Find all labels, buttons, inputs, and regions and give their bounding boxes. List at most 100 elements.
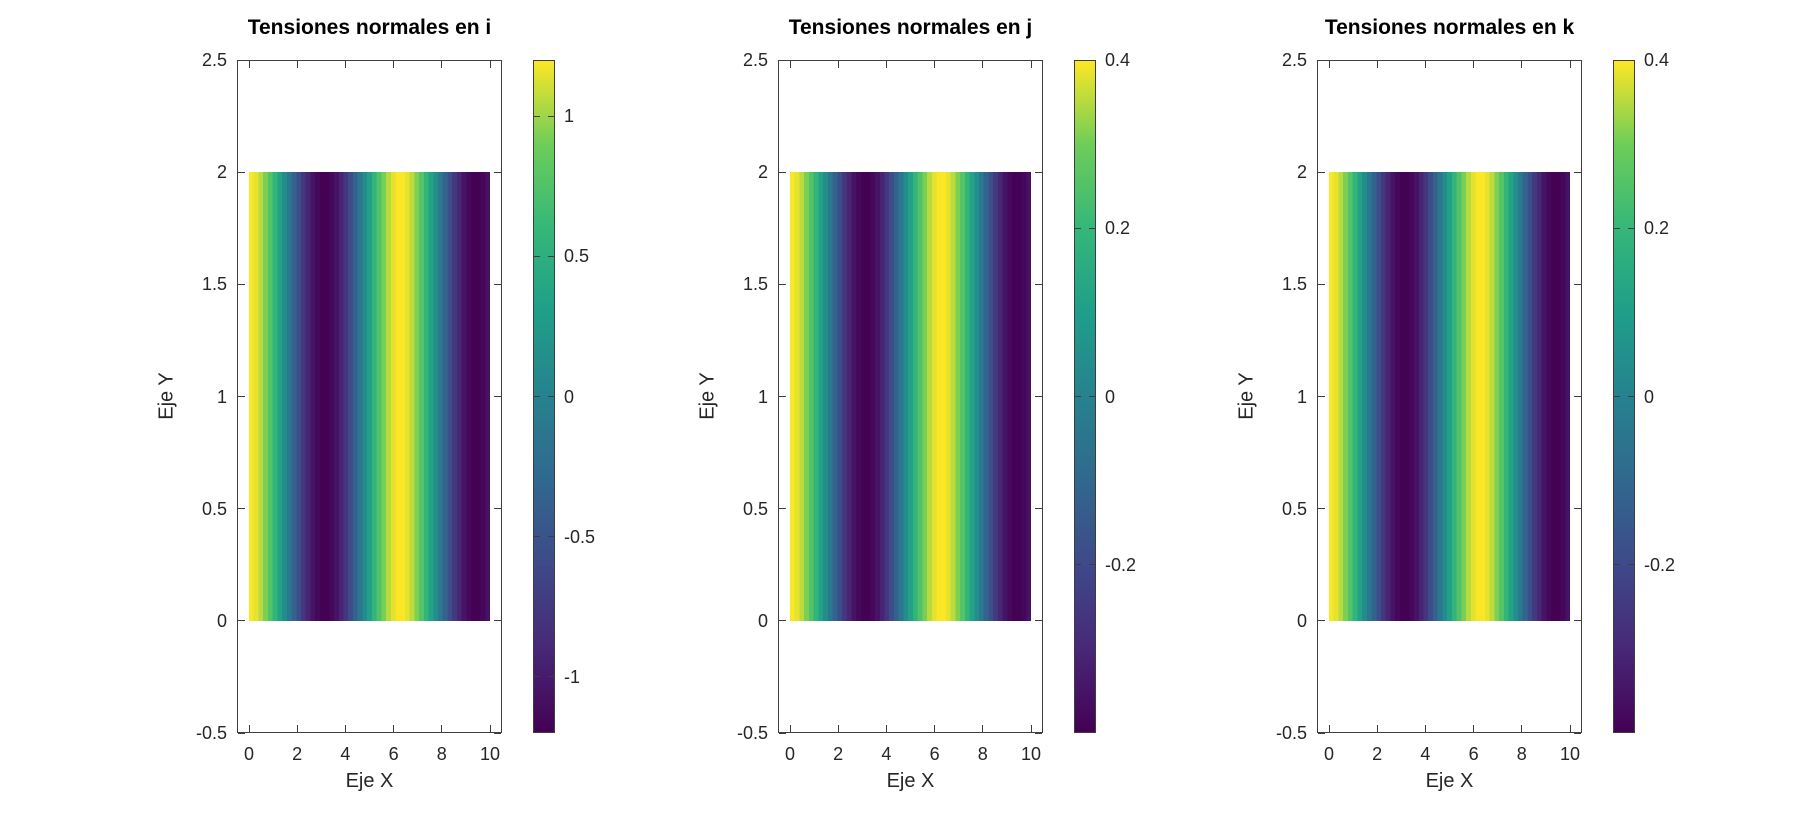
colorbar-tick-mark: [548, 115, 554, 117]
x-tick-label: 2: [1372, 744, 1383, 764]
y-tick-mark: [494, 59, 501, 61]
colorbar-tick-label: 0.2: [1644, 218, 1670, 239]
y-tick-mark: [1035, 508, 1042, 510]
y-tick-label: 1.5: [201, 274, 227, 295]
x-tick-mark: [248, 61, 250, 68]
y-tick-mark: [1318, 171, 1325, 173]
x-tick-mark: [1328, 61, 1330, 68]
colorbar-tick-label: 1: [564, 106, 575, 127]
heatmap-image: [1329, 172, 1570, 621]
y-tick-mark: [494, 508, 501, 510]
x-axis-label: Eje X: [886, 770, 935, 792]
x-tick-label: 0: [784, 744, 795, 764]
y-tick-mark: [1318, 732, 1325, 734]
colorbar-tick-mark: [1075, 59, 1081, 61]
y-tick-mark: [779, 620, 786, 622]
y-tick-mark: [779, 396, 786, 397]
y-tick-label: -0.5: [736, 723, 768, 743]
x-tick-mark: [1328, 725, 1330, 732]
colorbar-tick-mark: [1089, 227, 1095, 229]
colorbar-tick-label: 0.4: [1644, 50, 1670, 70]
y-tick-mark: [779, 59, 786, 61]
x-tick-label: 10: [479, 744, 501, 764]
x-tick-mark: [296, 725, 298, 732]
x-tick-mark: [344, 725, 346, 732]
y-tick-mark: [1035, 59, 1042, 61]
y-tick-mark: [1574, 396, 1581, 397]
x-tick-label: 8: [1516, 744, 1527, 764]
x-tick-label: 6: [1468, 744, 1479, 764]
x-tick-mark: [1521, 725, 1523, 732]
axes-box: [237, 60, 502, 733]
colorbar-tick-mark: [1614, 564, 1620, 566]
colorbar-tick-label: 0.2: [1105, 218, 1131, 239]
y-tick-mark: [238, 620, 245, 622]
x-tick-mark: [393, 725, 395, 732]
y-tick-mark: [1574, 620, 1581, 622]
y-tick-label: 2.5: [1281, 50, 1307, 70]
x-tick-label: 2: [292, 744, 303, 764]
x-tick-mark: [441, 725, 443, 732]
y-tick-mark: [494, 396, 501, 397]
colorbar-tick-mark: [1075, 564, 1081, 566]
colorbar-tick-mark: [534, 115, 540, 117]
x-axis-label: Eje X: [1425, 770, 1474, 792]
colorbar-tick-label: 0: [1644, 386, 1655, 407]
y-tick-mark: [1035, 283, 1042, 285]
x-tick-mark: [489, 725, 491, 732]
x-tick-label: 4: [340, 744, 351, 764]
x-tick-label: 4: [881, 744, 892, 764]
y-tick-mark: [1318, 283, 1325, 285]
y-tick-mark: [779, 508, 786, 510]
y-tick-mark: [1035, 620, 1042, 622]
y-tick-mark: [238, 171, 245, 173]
x-tick-mark: [344, 61, 346, 68]
y-tick-label: 0.5: [201, 498, 227, 519]
x-tick-mark: [885, 725, 887, 732]
axes-box: [778, 60, 1043, 733]
colorbar-tick-label: -1: [564, 666, 581, 687]
y-tick-label: 0: [1296, 610, 1307, 631]
y-tick-mark: [1574, 732, 1581, 734]
y-tick-mark: [1035, 171, 1042, 173]
y-tick-label: -0.5: [195, 723, 227, 743]
x-tick-label: 10: [1559, 744, 1581, 764]
colorbar-tick-label: -0.2: [1644, 554, 1676, 575]
x-tick-mark: [1424, 725, 1426, 732]
x-tick-mark: [1521, 61, 1523, 68]
x-tick-mark: [1424, 61, 1426, 68]
x-tick-mark: [489, 61, 491, 68]
colorbar: [533, 60, 555, 733]
x-tick-mark: [934, 61, 936, 68]
colorbar-tick-mark: [534, 536, 540, 538]
y-tick-label: 2.5: [742, 50, 768, 70]
y-tick-mark: [238, 508, 245, 510]
y-tick-mark: [494, 732, 501, 734]
x-tick-mark: [248, 725, 250, 732]
y-tick-mark: [779, 732, 786, 734]
y-tick-label: 1: [1296, 386, 1307, 407]
x-tick-mark: [393, 61, 395, 68]
colorbar-tick-mark: [534, 396, 540, 397]
x-tick-mark: [1376, 725, 1378, 732]
colorbar-tick-mark: [1089, 564, 1095, 566]
y-tick-mark: [238, 396, 245, 397]
x-tick-mark: [837, 725, 839, 732]
colorbar-tick-mark: [1628, 396, 1634, 397]
colorbar-tick-mark: [1614, 227, 1620, 229]
x-tick-mark: [441, 61, 443, 68]
y-tick-mark: [1318, 396, 1325, 397]
x-tick-mark: [1473, 61, 1475, 68]
colorbar-tick-label: 0: [1105, 386, 1116, 407]
colorbar-tick-mark: [1614, 396, 1620, 397]
x-tick-mark: [934, 725, 936, 732]
y-tick-label: 1: [216, 386, 227, 407]
y-tick-mark: [238, 59, 245, 61]
y-tick-mark: [1318, 620, 1325, 622]
x-tick-label: 8: [436, 744, 447, 764]
colorbar-tick-mark: [548, 396, 554, 397]
